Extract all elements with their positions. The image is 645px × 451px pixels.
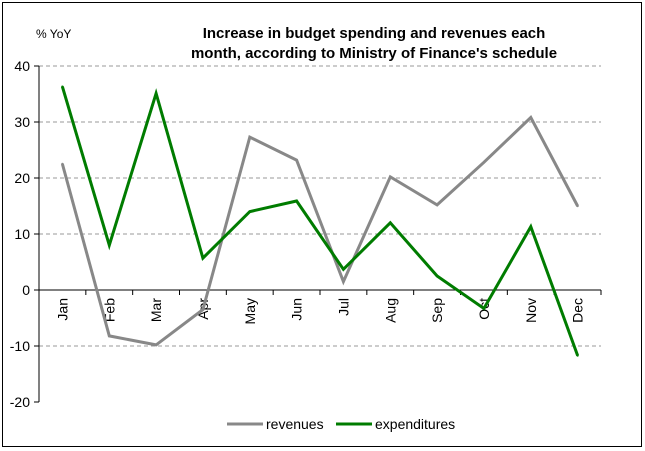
data-point xyxy=(61,162,64,166)
data-point xyxy=(389,221,392,224)
data-point xyxy=(154,343,158,347)
x-tick-label: Dec xyxy=(570,298,586,323)
y-tick-label: -20 xyxy=(10,394,30,410)
data-point xyxy=(248,210,251,213)
y-tick-label: 20 xyxy=(14,170,30,186)
x-tick-label: Jul xyxy=(335,298,351,316)
data-point xyxy=(61,85,64,88)
x-tick-label: Nov xyxy=(523,298,539,323)
data-point xyxy=(529,225,532,228)
series-line-revenues xyxy=(60,115,579,347)
y-tick-label: 30 xyxy=(14,114,30,130)
data-point xyxy=(201,308,205,311)
data-point xyxy=(342,268,345,271)
data-point xyxy=(482,307,486,310)
data-point xyxy=(342,280,345,283)
gridlines xyxy=(39,65,601,347)
legend-label-expenditures: expenditures xyxy=(375,416,455,432)
budget-line-chart: Increase in budget spending and revenues… xyxy=(10,25,602,432)
series-lines xyxy=(60,85,580,357)
x-tick-label: Jan xyxy=(54,298,70,321)
y-tick-labels: -20 -10 0 10 20 30 40 xyxy=(10,58,30,410)
data-point xyxy=(201,256,205,260)
x-tick-label: Jun xyxy=(289,298,305,321)
y-tick-label: -10 xyxy=(10,338,30,354)
series-line-expenditures xyxy=(60,86,580,357)
data-point xyxy=(154,92,158,95)
x-tick-label: Mar xyxy=(148,298,164,322)
axes xyxy=(34,65,602,403)
legend: revenues expenditures xyxy=(227,416,455,432)
x-tick-label: Aug xyxy=(382,298,398,323)
data-point xyxy=(295,199,298,203)
data-point xyxy=(529,116,532,119)
data-point xyxy=(435,274,439,278)
data-point xyxy=(435,203,439,207)
y-tick-label: 0 xyxy=(22,282,30,298)
data-point xyxy=(108,244,111,247)
data-point xyxy=(108,334,111,338)
chart-frame: Increase in budget spending and revenues… xyxy=(2,2,642,447)
y-tick-label: 40 xyxy=(14,58,30,74)
data-point xyxy=(576,204,579,208)
data-point xyxy=(389,175,392,179)
data-point xyxy=(576,354,579,357)
chart-title-line-2: month, according to Ministry of Finance'… xyxy=(191,45,557,62)
x-tick-label: Sep xyxy=(429,298,445,323)
x-tick-labels: Jan Feb Mar Apr May Jun Jul Aug Sep Oct Nov Dec xyxy=(54,298,585,325)
chart-title-line-1: Increase in budget spending and revenues… xyxy=(203,25,546,42)
legend-label-revenues: revenues xyxy=(266,416,324,432)
x-tick-label: May xyxy=(242,298,258,324)
data-point xyxy=(482,161,486,164)
y-unit-label: % YoY xyxy=(36,27,71,41)
data-point xyxy=(295,158,298,162)
data-point xyxy=(248,135,251,139)
y-tick-label: 10 xyxy=(14,226,30,242)
